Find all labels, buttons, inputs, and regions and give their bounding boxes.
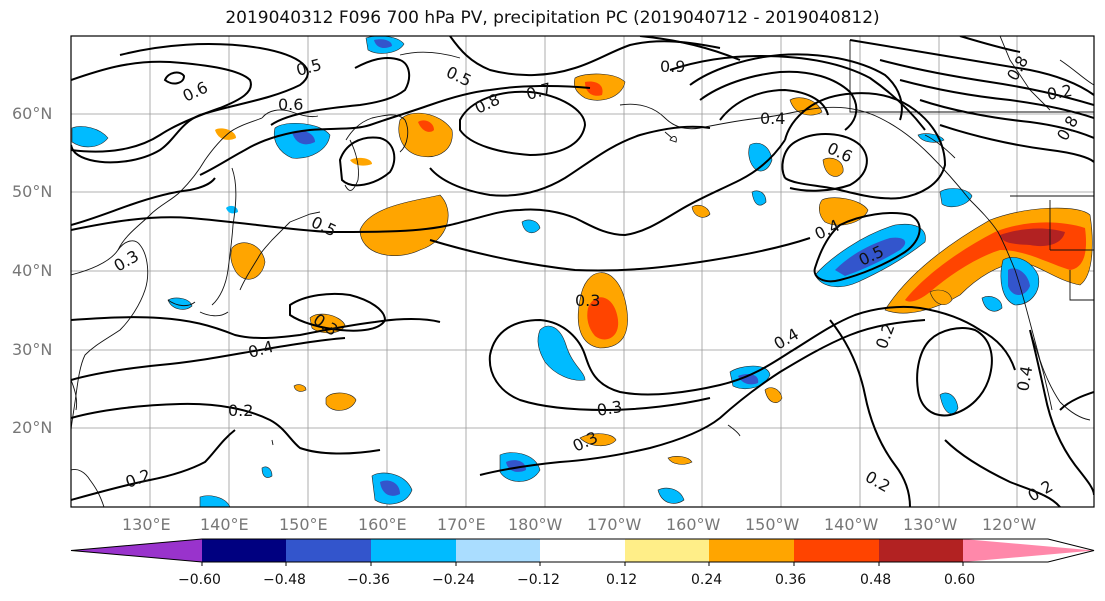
colorbar (70, 538, 1095, 566)
lon-label: 140°W (824, 515, 879, 534)
colorbar-segment (879, 539, 963, 562)
colorbar-tick-label: 0.12 (606, 572, 638, 588)
colorbar-tick-label: 0.24 (691, 572, 723, 588)
colorbar-segment (202, 539, 286, 562)
contour-label: 0.4 (246, 337, 276, 362)
lon-label: 140°E (200, 515, 249, 534)
contour-label: 0.5 (294, 55, 324, 80)
colorbar-segment (371, 539, 456, 562)
colorbar-extend-min (71, 539, 202, 562)
colorbar-tick-label: −0.48 (263, 572, 306, 588)
colorbar-tick-label: 0.60 (944, 572, 976, 588)
contour-label: 0.5 (308, 212, 339, 240)
precip-shading (71, 36, 1093, 507)
colorbar-segment (456, 539, 540, 562)
contour-label: 0.5 (443, 62, 474, 90)
colorbar-segment (625, 539, 709, 562)
lon-label: 120°W (982, 515, 1037, 534)
contour-label: 0.2 (1045, 81, 1073, 104)
contour-label: 0.6 (180, 78, 211, 106)
lon-label: 160°E (358, 515, 407, 534)
map-frame (70, 35, 1095, 508)
contour-label: 0.9 (660, 57, 685, 76)
contour-label: 0.8 (1003, 52, 1032, 84)
lon-label: 170°E (437, 515, 486, 534)
lat-label: 50°N (12, 182, 53, 201)
contour-label: 0.3 (570, 428, 601, 456)
colorbar-tick-label: 0.36 (775, 572, 807, 588)
colorbar-tick-label: −0.12 (517, 572, 560, 588)
contour-label: 0.3 (310, 310, 342, 340)
contour-label: 0.7 (524, 79, 554, 104)
contour-label: 0.4 (1013, 364, 1036, 392)
contour-label: 0.3 (575, 291, 600, 310)
colorbar-segment (286, 539, 371, 562)
colorbar-segment (794, 539, 879, 562)
lat-label: 60°N (12, 104, 53, 123)
lat-label: 40°N (12, 261, 53, 280)
lat-label: 30°N (12, 340, 53, 359)
colorbar-tick-label: −0.24 (432, 572, 475, 588)
colorbar-segment (709, 539, 794, 562)
contour-label: 0.8 (1053, 112, 1082, 144)
colorbar-tick-label: −0.36 (347, 572, 390, 588)
contour-label: 0.2 (1025, 476, 1057, 505)
contour-label: 0.4 (771, 324, 803, 353)
lat-label: 20°N (12, 418, 53, 437)
lon-label: 150°E (279, 515, 328, 534)
colorbar-extend-max (963, 539, 1094, 562)
lon-label: 130°E (122, 515, 171, 534)
lon-label: 170°W (587, 515, 642, 534)
contour-label: 0.6 (278, 95, 303, 114)
contour-label: 0.2 (228, 401, 253, 420)
contour-label: 0.2 (123, 465, 153, 492)
colorbar-segment (540, 539, 625, 562)
map-title: 2019040312 F096 700 hPa PV, precipitatio… (225, 8, 880, 28)
lon-label: 180°W (508, 515, 563, 534)
lon-label: 130°W (903, 515, 958, 534)
contour-label: 0.2 (862, 467, 894, 496)
lon-label: 150°W (745, 515, 800, 534)
pv-contours (71, 36, 1094, 507)
contour-label: 0.4 (760, 109, 785, 128)
contour-label: 0.2 (872, 321, 899, 351)
colorbar-tick-label: −0.60 (178, 572, 221, 588)
colorbar-tick-label: 0.48 (860, 572, 892, 588)
contour-label: 0.3 (595, 397, 623, 420)
lon-label: 160°W (666, 515, 721, 534)
